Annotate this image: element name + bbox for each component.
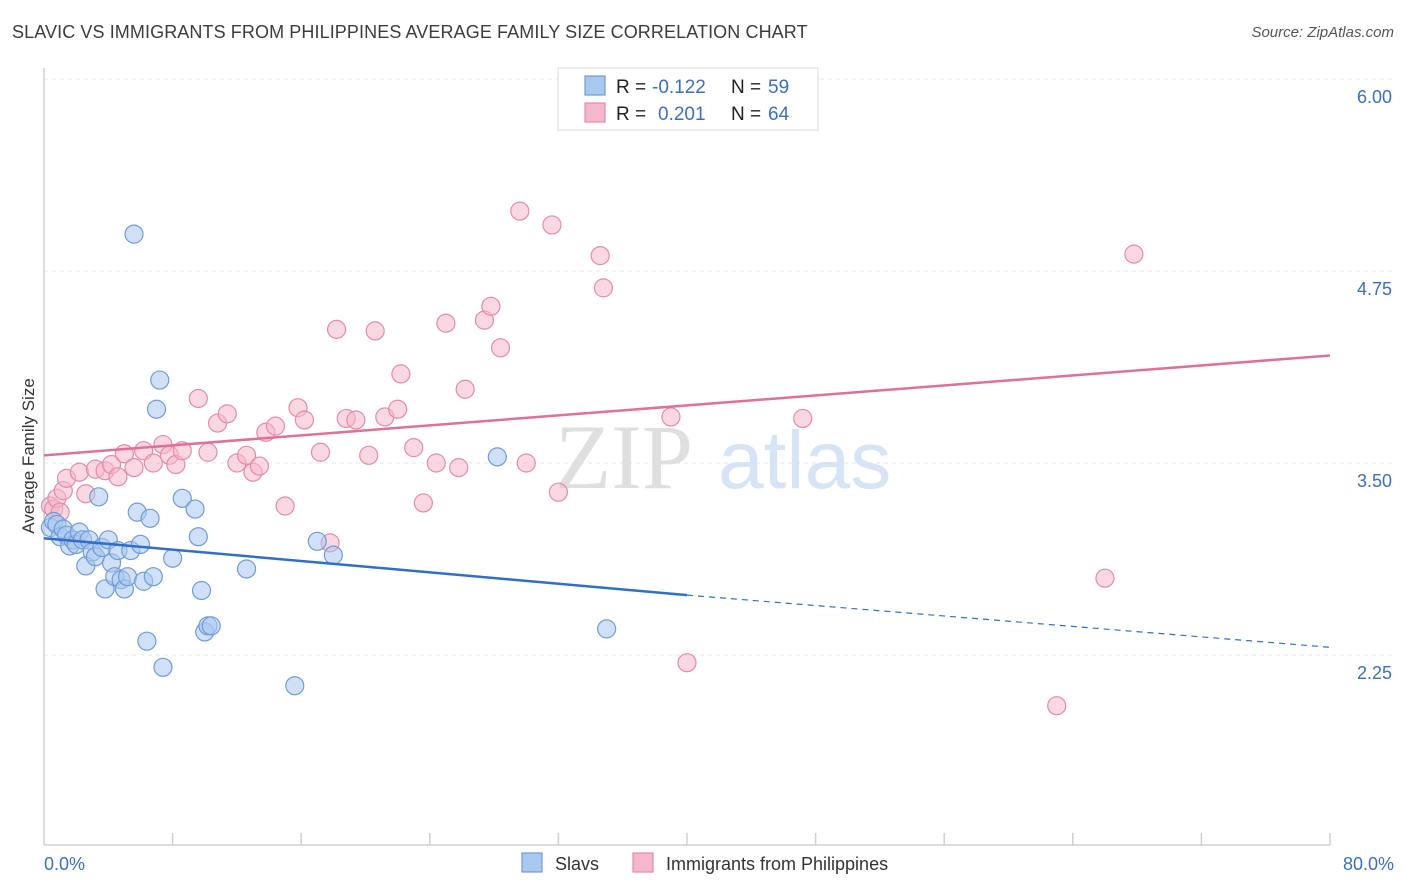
philippines-point — [108, 467, 128, 487]
philippines-point — [275, 496, 295, 516]
legend-swatch-slavs — [584, 75, 606, 96]
philippines-point — [143, 453, 163, 473]
legend-r-value-philippines: 0.201 — [658, 104, 706, 125]
philippines-point — [198, 442, 218, 462]
x-tick-label-min: 0.0% — [44, 854, 85, 874]
slavs-point — [124, 224, 144, 244]
philippines-point — [217, 404, 237, 424]
philippines-point — [310, 442, 331, 462]
bottom-legend-swatch-slavs — [521, 852, 543, 873]
slavs-trend-line — [43, 537, 688, 597]
legend-n-value-philippines: 64 — [768, 104, 790, 125]
philippines-point — [326, 319, 347, 339]
y-tick-label: 3.50 — [1357, 471, 1392, 491]
slavs-point — [487, 447, 507, 467]
philippines-point — [265, 416, 286, 436]
grid-lines — [44, 78, 1392, 656]
philippines-point — [510, 201, 530, 221]
philippines-point — [593, 278, 614, 298]
philippines-point — [1124, 244, 1144, 264]
legend-n-label-slavs: N = — [731, 77, 761, 98]
x-tick-label-max: 80.0% — [1343, 854, 1394, 874]
slavs-point — [307, 531, 327, 551]
slavs-points — [40, 224, 617, 696]
philippines-point — [436, 313, 456, 333]
philippines-point — [1047, 696, 1067, 716]
philippines-point — [346, 410, 366, 430]
slavs-point — [137, 631, 157, 651]
slavs-point — [201, 616, 221, 636]
y-tick-label: 6.00 — [1357, 87, 1392, 107]
philippines-point — [661, 407, 681, 427]
philippines-point — [249, 456, 270, 476]
philippines-point — [455, 379, 475, 399]
slavs-point — [153, 657, 173, 677]
slavs-point — [236, 559, 257, 579]
philippines-point — [294, 410, 315, 430]
slavs-point — [143, 567, 163, 587]
slavs-point — [191, 580, 212, 601]
philippines-point — [236, 445, 257, 465]
slavs-point — [185, 499, 205, 519]
bottom-legend-label-philippines: Immigrants from Philippines — [666, 854, 888, 874]
philippines-point — [391, 364, 411, 384]
philippines-point — [542, 215, 562, 235]
chart-title: SLAVIC VS IMMIGRANTS FROM PHILIPPINES AV… — [12, 22, 808, 42]
slavs-point — [117, 567, 138, 587]
watermark: ZIP atlas — [555, 406, 891, 508]
y-tick-label: 2.25 — [1357, 663, 1392, 683]
philippines-point — [426, 453, 446, 473]
slavs-point — [150, 370, 170, 390]
philippines-point — [359, 445, 379, 465]
watermark-atlas: atlas — [718, 415, 891, 506]
legend-n-label-philippines: N = — [731, 104, 761, 125]
x-tick-marks — [171, 833, 1331, 845]
philippines-point — [793, 408, 813, 429]
legend-n-value-slavs: 59 — [768, 77, 789, 98]
legend-r-value-slavs: -0.122 — [652, 77, 706, 98]
legend-top: R = -0.122 N = 59 R = 0.201 N = 64 — [557, 67, 819, 131]
philippines-point — [69, 462, 89, 482]
slavs-point — [140, 508, 160, 528]
y-tick-labels: 2.25 3.50 4.75 6.00 — [1357, 87, 1392, 683]
philippines-point — [365, 321, 385, 341]
legend-swatch-philippines — [584, 102, 606, 123]
slavs-point — [172, 488, 192, 508]
bottom-legend-swatch-philippines — [632, 852, 654, 873]
philippines-point — [188, 388, 208, 409]
legend-bottom: Slavs Immigrants from Philippines — [521, 852, 888, 874]
slavs-trend-extension — [686, 594, 1331, 648]
slavs-point — [323, 545, 343, 565]
slavs-point — [188, 527, 208, 547]
slavs-point — [597, 619, 617, 639]
philippines-point — [548, 482, 569, 502]
y-axis-label: Average Family Size — [19, 378, 38, 534]
philippines-point — [124, 458, 144, 478]
bottom-legend-label-slavs: Slavs — [555, 854, 599, 874]
legend-r-label-philippines: R = — [616, 104, 646, 125]
philippines-point — [481, 296, 501, 316]
trend-lines — [43, 354, 1331, 648]
philippines-trend-line — [43, 354, 1331, 457]
source-label: Source: ZipAtlas.com — [1251, 24, 1394, 41]
philippines-point — [516, 453, 536, 473]
philippines-point — [449, 458, 469, 478]
slavs-point — [146, 399, 167, 419]
philippines-point — [590, 246, 610, 266]
slavs-point — [89, 487, 109, 507]
slavs-point — [130, 534, 151, 555]
philippines-point — [172, 441, 192, 461]
legend-r-label-slavs: R = — [616, 77, 646, 98]
y-tick-label: 4.75 — [1357, 279, 1392, 299]
philippines-point — [388, 399, 408, 419]
philippines-point — [413, 493, 433, 513]
philippines-point — [677, 653, 697, 673]
philippines-point — [404, 438, 424, 458]
slavs-point — [285, 676, 305, 696]
philippines-points — [40, 201, 1144, 716]
philippines-point — [490, 338, 511, 358]
philippines-point — [1095, 568, 1115, 588]
slavs-point — [163, 548, 183, 568]
